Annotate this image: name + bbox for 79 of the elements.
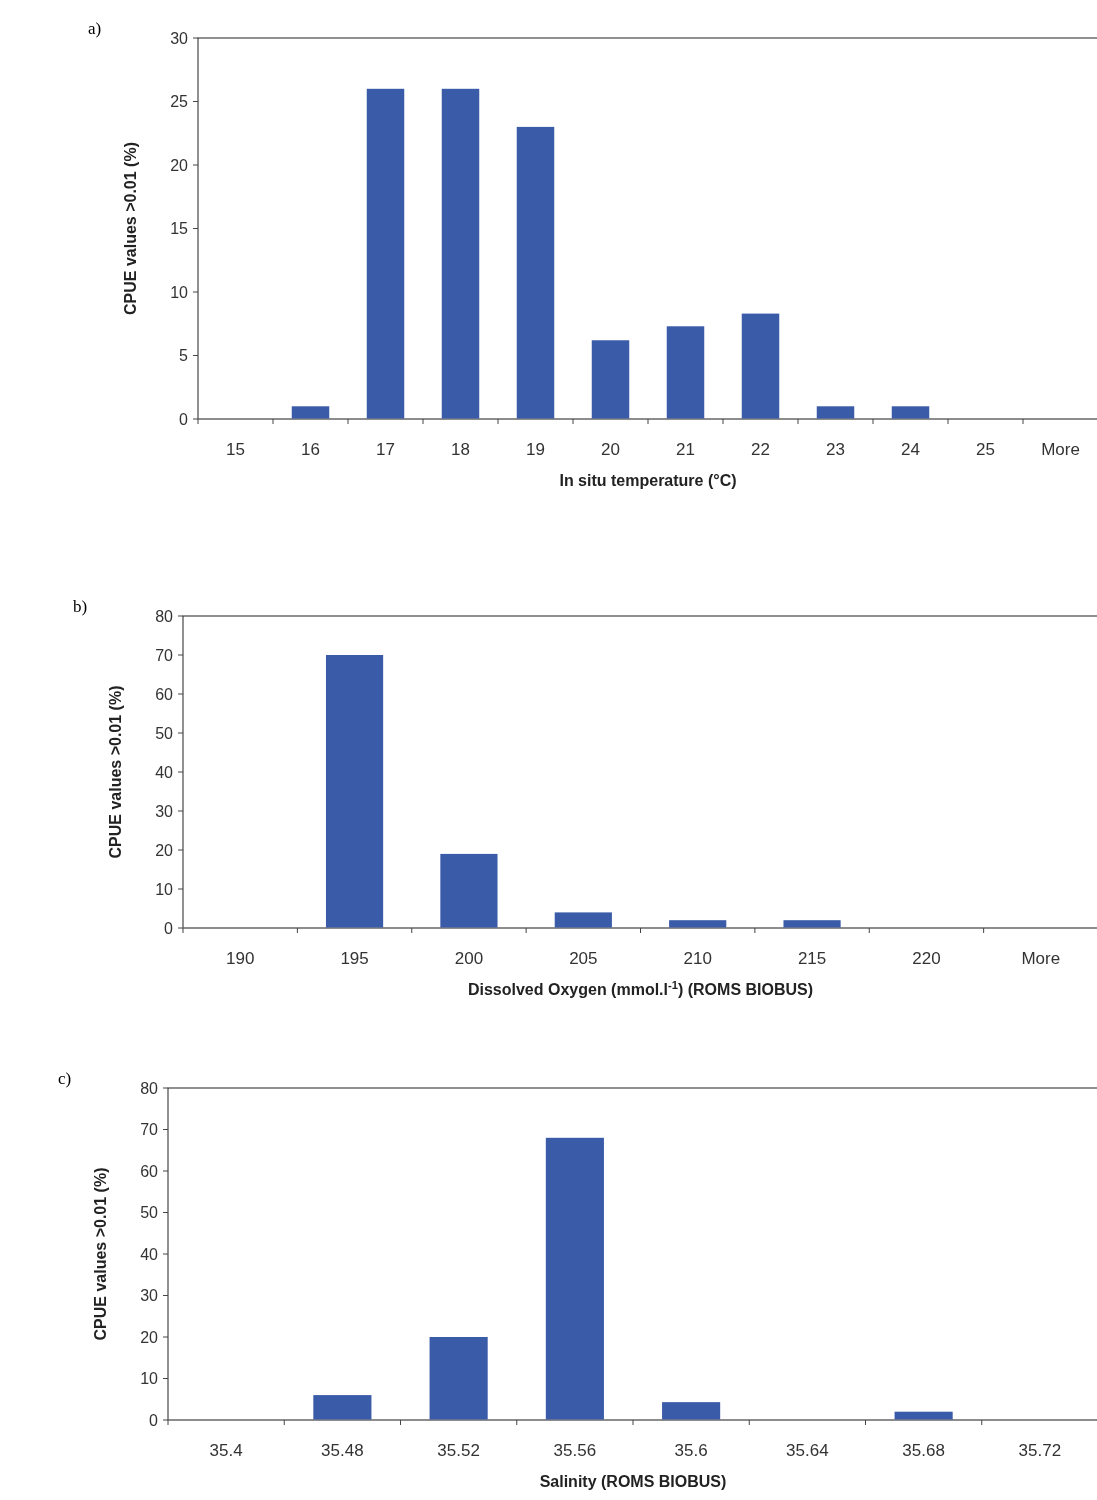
x-tick-label: 17 — [376, 440, 395, 459]
bar — [291, 406, 330, 419]
x-tick-label: 23 — [826, 440, 845, 459]
x-tick-label: More — [1041, 440, 1080, 459]
y-tick-label: 40 — [140, 1245, 159, 1263]
x-tick-label: 21 — [676, 440, 695, 459]
y-tick-label: 40 — [155, 763, 174, 781]
x-tick-label: 19 — [526, 440, 545, 459]
x-tick-label: 195 — [340, 949, 369, 968]
bar — [891, 406, 930, 419]
bar — [545, 1137, 604, 1420]
bar — [325, 655, 384, 928]
x-tick-label: 220 — [912, 949, 941, 968]
y-tick-label: 70 — [140, 1121, 159, 1139]
x-axis-title: Salinity (ROMS BIOBUS) — [539, 1473, 727, 1490]
y-tick-label: 20 — [155, 841, 174, 859]
bar — [662, 1402, 721, 1421]
x-tick-label: 24 — [901, 440, 920, 459]
x-tick-label: 215 — [797, 949, 827, 968]
bar — [516, 126, 555, 419]
y-tick-label: 60 — [155, 685, 174, 703]
bar — [366, 88, 405, 419]
y-tick-label: 30 — [170, 29, 189, 47]
y-tick-label: 30 — [155, 802, 174, 820]
y-tick-label: 50 — [155, 724, 174, 742]
x-tick-label: 200 — [454, 949, 484, 968]
x-tick-label: 205 — [569, 949, 598, 968]
y-tick-label: 10 — [170, 283, 189, 301]
y-tick-label: 80 — [155, 607, 174, 625]
y-tick-label: 70 — [155, 646, 174, 664]
bar — [741, 313, 780, 419]
x-tick-label: 35.4 — [209, 1441, 243, 1460]
x-tick-label: 15 — [226, 440, 245, 459]
y-tick-label: 0 — [149, 1411, 159, 1429]
x-tick-label: 35.6 — [674, 1441, 708, 1460]
y-tick-label: 25 — [170, 93, 189, 111]
x-tick-label: 35.56 — [553, 1441, 597, 1460]
bar — [554, 912, 612, 928]
y-tick-label: 10 — [140, 1370, 159, 1388]
y-axis-title: CPUE values >0.01 (%) — [122, 142, 139, 315]
bar — [783, 920, 841, 928]
x-tick-label: 22 — [751, 440, 770, 459]
chart-title: b) — [73, 597, 88, 616]
x-tick-label: 35.52 — [437, 1441, 480, 1460]
y-tick-label: 0 — [164, 919, 174, 937]
chart-title: c) — [58, 1069, 72, 1088]
bar — [440, 853, 498, 928]
y-tick-label: 5 — [179, 347, 189, 365]
y-tick-label: 15 — [170, 220, 189, 238]
x-tick-label: More — [1021, 949, 1061, 968]
y-tick-label: 30 — [140, 1287, 159, 1305]
x-tick-label: 25 — [976, 440, 995, 459]
y-axis-title: CPUE values >0.01 (%) — [107, 685, 124, 859]
x-tick-label: 35.68 — [902, 1441, 945, 1460]
x-tick-label: 210 — [683, 949, 712, 968]
x-tick-label: 35.72 — [1018, 1441, 1062, 1460]
y-tick-label: 60 — [140, 1162, 159, 1180]
y-axis-title: CPUE values >0.01 (%) — [92, 1167, 109, 1341]
x-axis-title: Dissolved Oxygen (mmol.l$^{-1}$) (ROMS BIOBUS) — [467, 979, 814, 998]
x-tick-label: 18 — [451, 440, 470, 459]
y-tick-label: 50 — [140, 1204, 159, 1222]
bar — [313, 1395, 372, 1420]
y-tick-label: 80 — [140, 1079, 159, 1097]
x-tick-label: 190 — [226, 949, 255, 968]
bar — [666, 326, 705, 419]
x-tick-label: 35.48 — [321, 1441, 364, 1460]
bar — [441, 88, 480, 419]
chart-title: a) — [88, 19, 102, 38]
bar — [816, 406, 855, 419]
y-tick-label: 20 — [170, 156, 189, 174]
x-axis-title: In situ temperature (°C) — [559, 472, 737, 489]
bar — [429, 1337, 488, 1420]
x-tick-label: 16 — [301, 440, 320, 459]
y-tick-label: 10 — [155, 880, 174, 898]
y-tick-label: 0 — [179, 410, 189, 428]
bar — [591, 340, 630, 419]
x-tick-label: 35.64 — [786, 1441, 829, 1460]
y-tick-label: 20 — [140, 1328, 159, 1346]
x-tick-label: 20 — [601, 440, 620, 459]
